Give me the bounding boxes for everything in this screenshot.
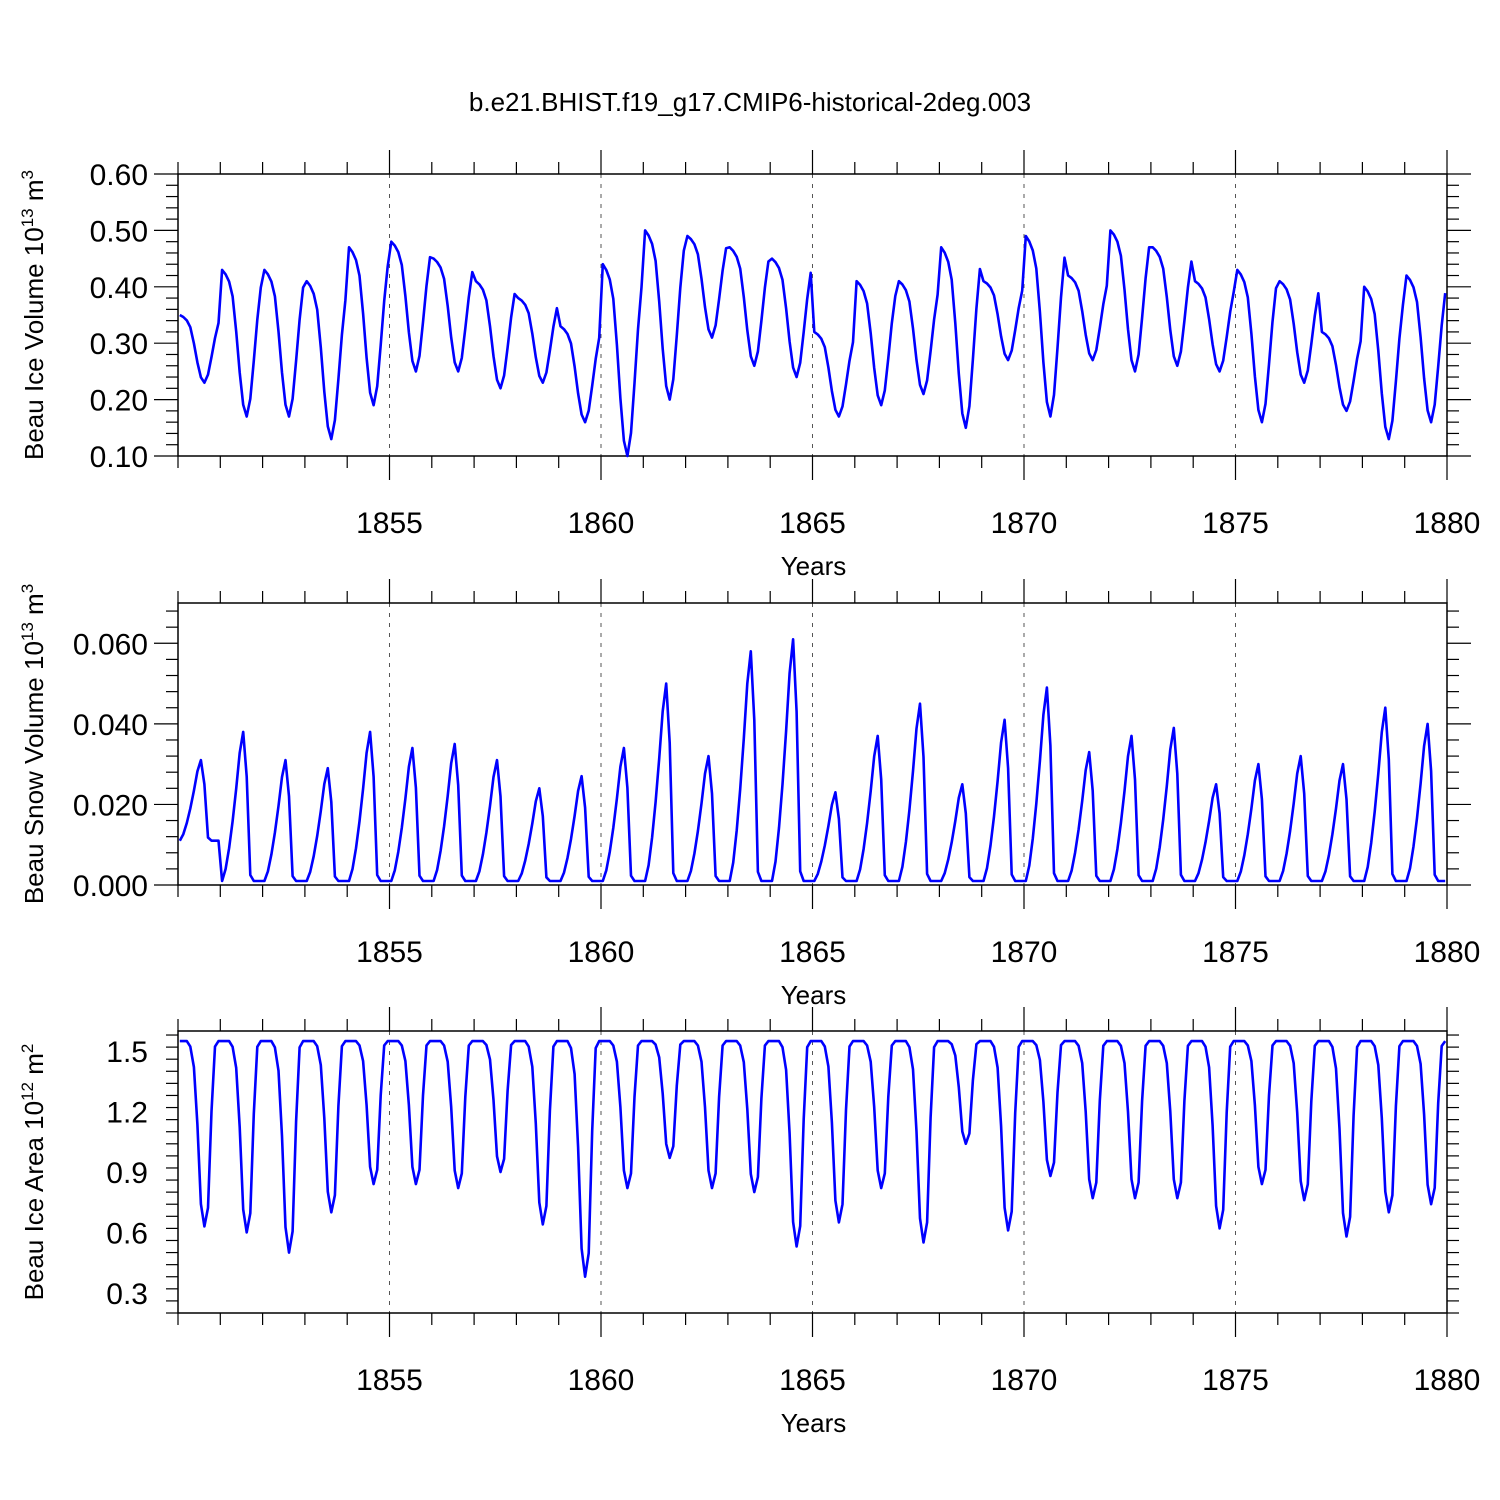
plot-frame [177,602,1448,886]
x-tick-label: 1880 [1414,936,1481,969]
x-tick-label: 1880 [1414,507,1481,540]
x-tick-label: 1875 [1202,936,1269,969]
series-line [178,637,1446,883]
x-axis-label: Years [781,1408,847,1438]
y-axis-label: Beau Snow Volume 1013 m3 [18,584,49,904]
x-tick-label: 1870 [991,1364,1058,1397]
panel-3: 0.3 0.6 0.9 1.2 1.5 1855 1860 1865 1870 1875 1880 Y… [18,1007,1480,1438]
y-tick-label: 0.9 [106,1157,148,1190]
plot-frame [177,1030,1448,1314]
y-tick-label: 1.5 [106,1036,148,1069]
x-tick-label: 1875 [1202,1364,1269,1397]
x-tick-label: 1880 [1414,1364,1481,1397]
x-tick-label: 1855 [356,507,423,540]
y-tick-label: 0.000 [73,870,148,903]
x-tick-label: 1860 [568,936,635,969]
x-tick-label: 1865 [779,507,846,540]
y-tick-label: 0.040 [73,709,148,742]
x-axis-label: Years [781,551,847,581]
x-tick-label: 1860 [568,507,635,540]
y-tick-label: 0.3 [106,1278,148,1311]
x-tick-label: 1870 [991,936,1058,969]
series-line [179,229,1447,458]
x-tick-label: 1875 [1202,507,1269,540]
figure-title: b.e21.BHIST.f19_g17.CMIP6-historical-2de… [469,87,1031,117]
y-tick-label: 0.020 [73,789,148,822]
y-tick-label: 0.20 [90,385,148,418]
y-tick-label: 0.6 [106,1217,148,1250]
x-tick-label: 1865 [779,936,846,969]
x-tick-label: 1870 [991,507,1058,540]
x-tick-label: 1855 [356,936,423,969]
y-axis-label: Beau Ice Volume 1013 m3 [18,170,49,460]
plot-frame [177,173,1448,457]
x-axis-label: Years [781,980,847,1010]
x-tick-label: 1865 [779,1364,846,1397]
y-tick-label: 1.2 [106,1097,148,1130]
y-tick-label: 0.40 [90,272,148,305]
y-tick-label: 0.060 [73,628,148,661]
y-axis-label: Beau Ice Area 1012 m2 [18,1044,49,1301]
series-line [179,1039,1447,1278]
x-tick-label: 1860 [568,1364,635,1397]
y-tick-label: 0.50 [90,215,148,248]
panel-1: 0.10 0.20 0.30 0.40 0.50 0.60 1855 1860 1865 1870… [18,150,1480,581]
y-tick-label: 0.30 [90,328,148,361]
panel-2: 0.000 0.020 0.040 0.060 1855 1860 1865 1870 1875… [18,579,1480,1010]
y-tick-label: 0.60 [90,159,148,192]
y-tick-label: 0.10 [90,441,148,474]
x-tick-label: 1855 [356,1364,423,1397]
